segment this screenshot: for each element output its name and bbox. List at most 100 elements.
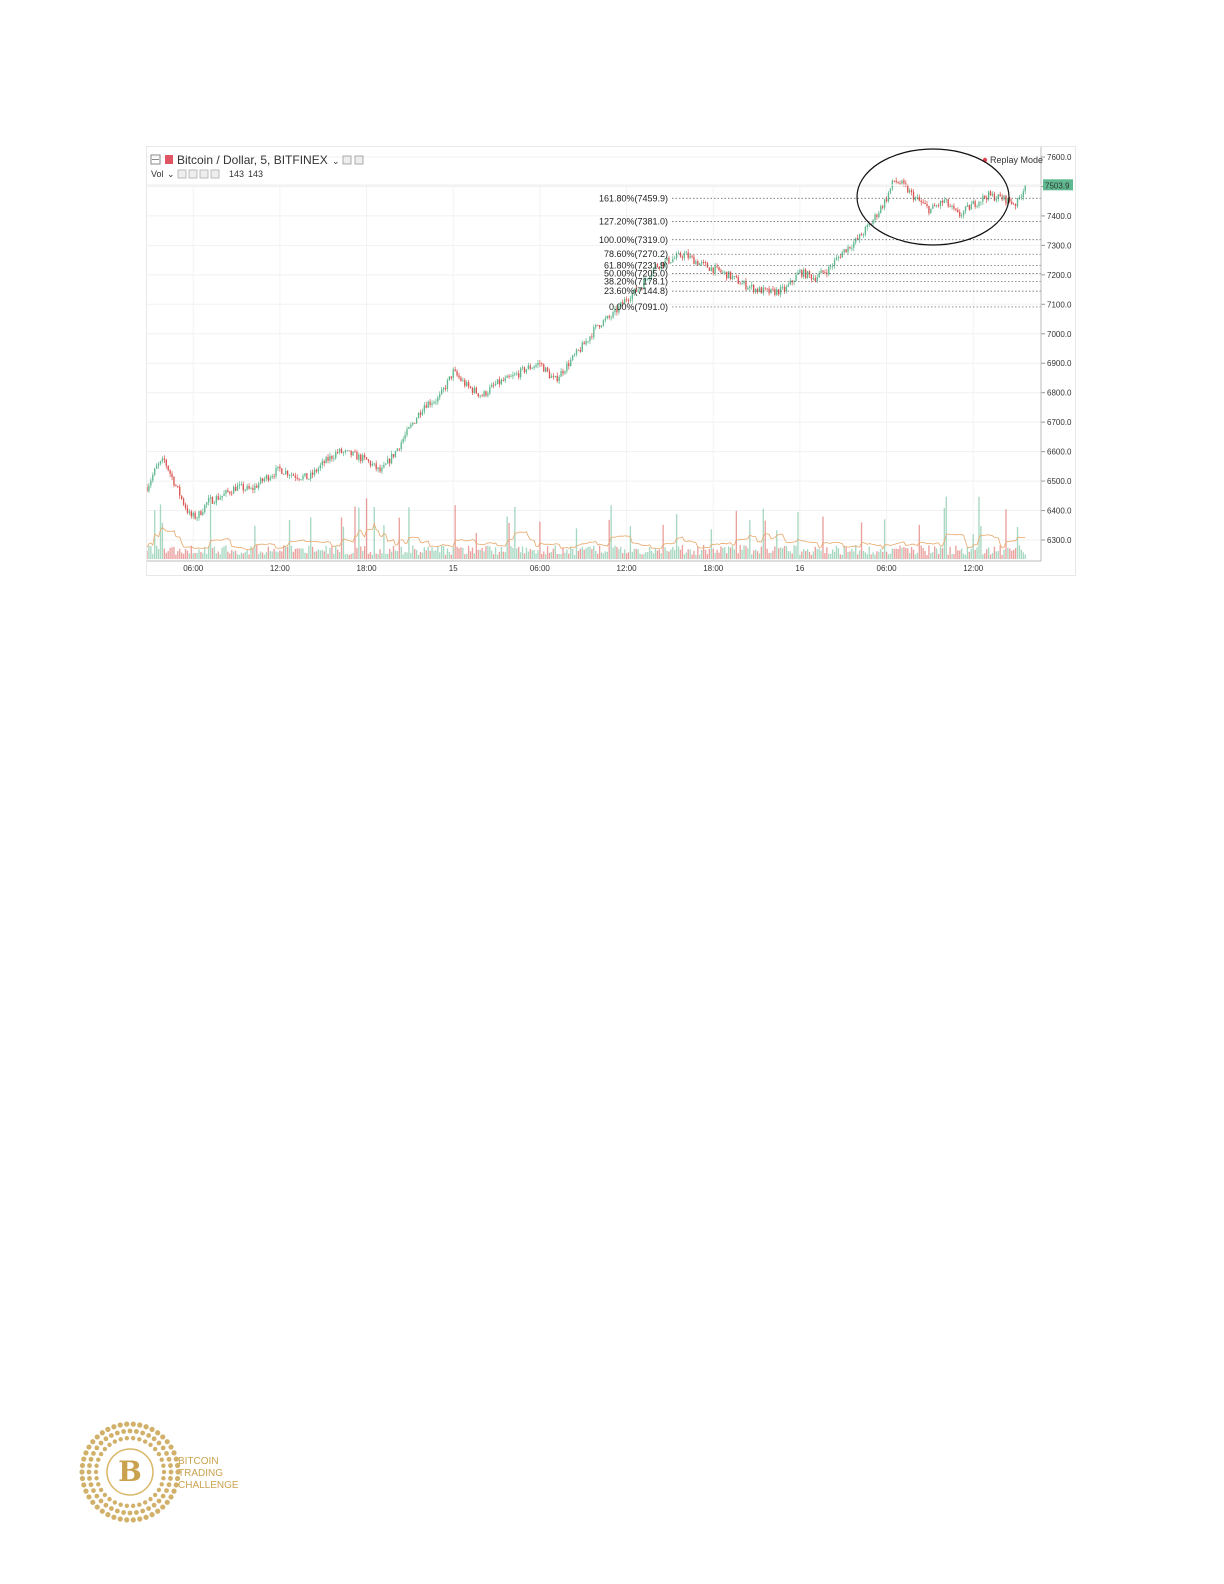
volume-bar	[791, 553, 793, 559]
candle-body	[481, 395, 483, 397]
volume-bar	[745, 545, 747, 559]
candle-body	[213, 503, 216, 504]
candle-body	[531, 367, 533, 369]
vol-eye-icon[interactable]	[177, 169, 187, 179]
logo-dot	[107, 1496, 112, 1502]
volume-bar	[733, 549, 736, 559]
volume-bar	[402, 554, 404, 559]
volume-bar	[277, 552, 279, 559]
volume-bar	[729, 547, 732, 559]
fib-level-label: 78.60%(7270.2)	[604, 249, 668, 259]
logo-dot	[142, 1439, 148, 1444]
candle-body	[1007, 197, 1009, 204]
logo-dot	[83, 1488, 89, 1494]
volume-bar	[833, 551, 836, 559]
price-chart[interactable]: 161.80%(7459.9) 127.20%(7381.0) 100.00%(73…	[147, 147, 1075, 575]
volume-bar	[843, 545, 845, 559]
candle-body	[941, 200, 944, 203]
logo-dot	[152, 1446, 158, 1452]
candle-body	[200, 511, 202, 516]
chart-header: Bitcoin / Dollar, 5, BITFINEX ⌄ Vol ⌄ 14…	[147, 153, 1043, 186]
logo-dot	[175, 1469, 181, 1475]
candle-body	[804, 269, 807, 279]
vol-dropdown-icon[interactable]: ⌄	[167, 169, 175, 179]
volume-bar	[687, 549, 689, 559]
volume-bar	[267, 546, 270, 559]
volume-bar	[660, 553, 662, 559]
candle-body	[198, 511, 200, 518]
candle-body	[598, 325, 601, 328]
logo-dot	[108, 1433, 114, 1438]
volume-bar	[970, 548, 972, 559]
volume-label[interactable]: Vol	[151, 169, 164, 179]
collapse-icon[interactable]	[150, 154, 161, 165]
volume-bar	[822, 516, 824, 559]
volume-bar	[837, 548, 840, 559]
vol-settings-icon[interactable]	[188, 169, 198, 179]
candle-body	[325, 457, 327, 464]
volume-bar	[150, 546, 152, 559]
candle-body	[275, 468, 277, 477]
logo-dot	[79, 1462, 86, 1469]
volume-bar	[466, 553, 468, 559]
volume-bar	[188, 553, 191, 559]
volume-bar	[242, 553, 244, 559]
volume-bar	[298, 548, 300, 559]
volume-bar	[346, 553, 348, 559]
fib-level-label: 161.80%(7459.9)	[599, 193, 668, 203]
volume-bar	[907, 548, 909, 559]
y-tick-label: 7400.0	[1047, 212, 1072, 221]
candle-body	[548, 371, 551, 378]
vol-close-icon[interactable]	[210, 169, 220, 179]
candle-body	[818, 273, 820, 278]
candle-body	[812, 278, 815, 280]
symbol-dropdown-icon[interactable]: ⌄	[332, 156, 340, 166]
vol-add-icon[interactable]	[199, 169, 209, 179]
candle-body	[362, 455, 364, 462]
candle-body	[689, 255, 691, 258]
candle-body	[342, 452, 345, 453]
candle-body	[581, 342, 583, 352]
candle-body	[242, 484, 244, 491]
logo-dot	[168, 1463, 173, 1468]
volume-bar	[171, 547, 173, 559]
volume-bar	[997, 551, 999, 559]
replay-mode-label[interactable]: Replay Mode	[990, 155, 1043, 165]
candle-body	[234, 486, 237, 491]
chart-grid	[147, 156, 1041, 561]
compare-icon[interactable]	[354, 155, 364, 165]
symbol-title[interactable]: Bitcoin / Dollar, 5, BITFINEX	[177, 153, 328, 167]
candle-body	[333, 458, 335, 459]
candle-body	[731, 276, 734, 279]
logo-dot	[98, 1498, 104, 1504]
volume-bar	[831, 549, 834, 559]
volume-bar	[951, 554, 953, 559]
volume-bar	[935, 548, 938, 559]
logo-dot	[160, 1434, 166, 1440]
volume-bar	[363, 546, 366, 559]
volume-bar	[735, 510, 738, 559]
candle-body	[454, 369, 456, 372]
volume-bar	[394, 550, 397, 559]
candle-body	[527, 365, 530, 370]
candle-body	[163, 458, 166, 460]
candle-body	[629, 299, 632, 301]
candle-body	[510, 376, 512, 378]
volume-bar	[390, 551, 393, 559]
volume-bar	[704, 549, 707, 559]
volume-bar	[198, 549, 200, 559]
volume-bar	[1001, 554, 1003, 559]
logo-dot	[96, 1482, 101, 1487]
candle-body	[937, 205, 940, 207]
volume-bar	[518, 546, 520, 559]
volume-bar	[229, 553, 231, 559]
volume-bar	[862, 550, 865, 559]
volume-bar	[804, 551, 807, 559]
settings-icon[interactable]	[342, 155, 352, 165]
candle-body	[797, 272, 799, 275]
candle-body	[591, 336, 593, 338]
candle-body	[232, 486, 235, 494]
candle-body	[236, 485, 239, 491]
volume-bar	[922, 548, 924, 559]
candle-body	[999, 194, 1001, 197]
